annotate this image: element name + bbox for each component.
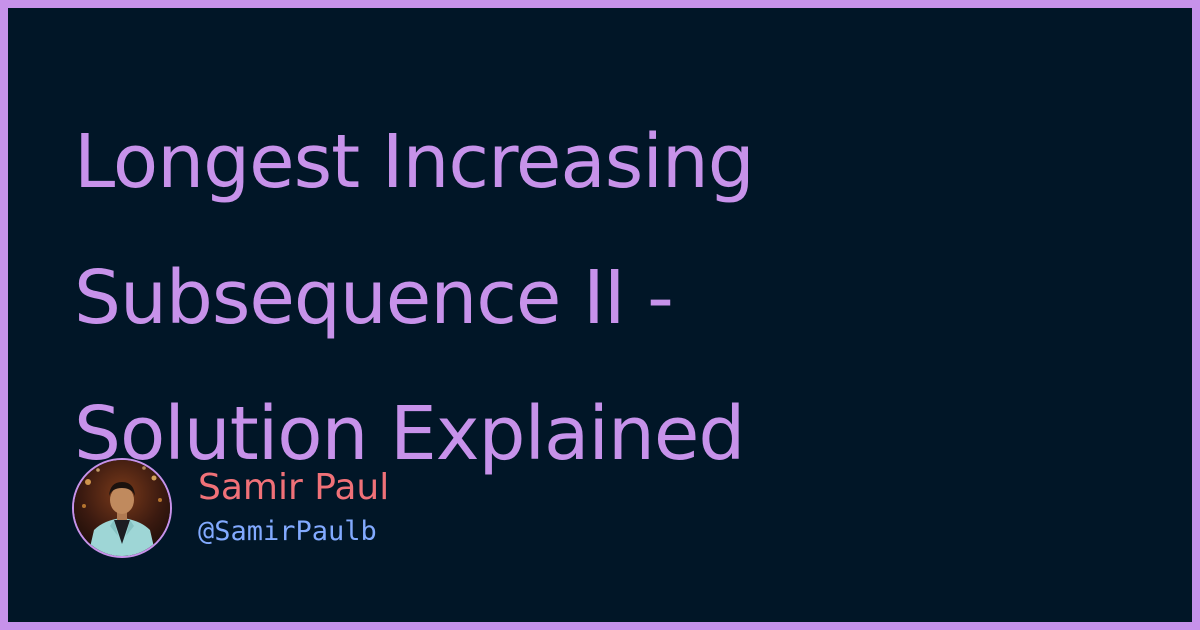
- author-name: Samir Paul: [198, 467, 390, 508]
- title-line-3: Solution Explained: [74, 391, 745, 477]
- social-card: Longest Increasing Subsequence II - Solu…: [8, 8, 1192, 622]
- title-line-2: Subsequence II -: [74, 255, 674, 341]
- title-line-1: Longest Increasing: [74, 119, 755, 205]
- author-info: Samir Paul @SamirPaulb: [198, 466, 389, 550]
- page-title: Longest Increasing Subsequence II - Solu…: [74, 94, 1134, 502]
- avatar: [72, 458, 172, 558]
- avatar-photo: [74, 460, 170, 556]
- author-block: Samir Paul @SamirPaulb: [72, 458, 389, 558]
- author-handle: @SamirPaulb: [198, 516, 377, 547]
